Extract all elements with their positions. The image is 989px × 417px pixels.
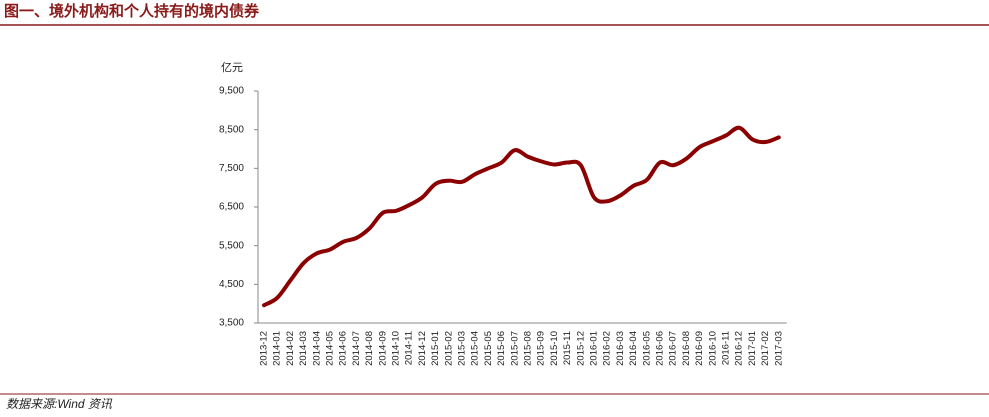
x-tick-label: 2016-12 [734, 331, 745, 366]
series-line [262, 125, 781, 308]
x-tick-label: 2015-04 [470, 331, 481, 366]
x-tick-label: 2013-12 [259, 331, 270, 366]
x-tick-label: 2016-04 [628, 331, 639, 366]
x-tick-label: 2015-12 [575, 331, 586, 366]
x-tick-label: 2016-07 [668, 331, 679, 366]
y-tick-label: 4,500 [219, 279, 244, 290]
x-tick-label: 2015-11 [562, 331, 573, 365]
y-tick-label: 8,500 [219, 124, 244, 135]
x-tick-label: 2014-12 [417, 331, 428, 366]
x-tick-label: 2016-10 [707, 331, 718, 366]
x-tick-label: 2014-10 [391, 331, 402, 366]
x-tick-label: 2017-03 [773, 331, 784, 366]
x-tick-label: 2016-03 [615, 331, 626, 366]
x-tick-label: 2014-02 [285, 331, 296, 366]
x-tick-label: 2014-04 [311, 331, 322, 366]
x-tick-label: 2015-09 [536, 331, 547, 366]
x-tick-label: 2015-02 [443, 331, 454, 366]
y-tick-label: 3,500 [219, 318, 244, 329]
x-tick-label: 2014-09 [377, 331, 388, 366]
x-tick-label: 2014-06 [338, 331, 349, 366]
x-tick-label: 2015-07 [509, 331, 520, 366]
y-tick-label: 7,500 [219, 163, 244, 174]
x-tick-label: 2014-05 [325, 331, 336, 366]
x-tick-label: 2015-03 [457, 331, 468, 366]
x-tick-label: 2017-02 [760, 331, 771, 366]
x-tick-label: 2014-01 [272, 331, 283, 366]
x-tick-label: 2015-01 [430, 331, 441, 366]
x-tick-label: 2014-07 [351, 331, 362, 366]
x-tick-label: 2014-03 [298, 331, 309, 366]
chart-title: 图一、境外机构和个人持有的境内债券 [4, 2, 260, 20]
source: 数据来源:Wind 资讯 [6, 397, 113, 411]
x-tick-label: 2016-08 [681, 331, 692, 366]
y-tick-label: 6,500 [219, 202, 244, 213]
x-tick-label: 2016-11 [721, 331, 732, 365]
y-tick-label: 5,500 [219, 240, 244, 251]
x-tick-label: 2017-01 [747, 331, 758, 366]
x-tick-label: 2015-06 [496, 331, 507, 366]
x-tick-label: 2014-11 [404, 331, 415, 365]
x-tick-label: 2016-09 [694, 331, 705, 366]
y-axis-label: 亿元 [221, 61, 243, 74]
y-tick-label: 9,500 [219, 86, 244, 97]
x-tick-label: 2016-06 [655, 331, 666, 366]
x-tick-label: 2015-08 [523, 331, 534, 366]
x-tick-label: 2015-10 [549, 331, 560, 366]
x-tick-label: 2016-05 [641, 331, 652, 366]
x-tick-label: 2014-08 [364, 331, 375, 366]
x-tick-label: 2016-01 [589, 331, 600, 366]
x-tick-label: 2015-05 [483, 331, 494, 366]
x-tick-label: 2016-02 [602, 331, 613, 366]
